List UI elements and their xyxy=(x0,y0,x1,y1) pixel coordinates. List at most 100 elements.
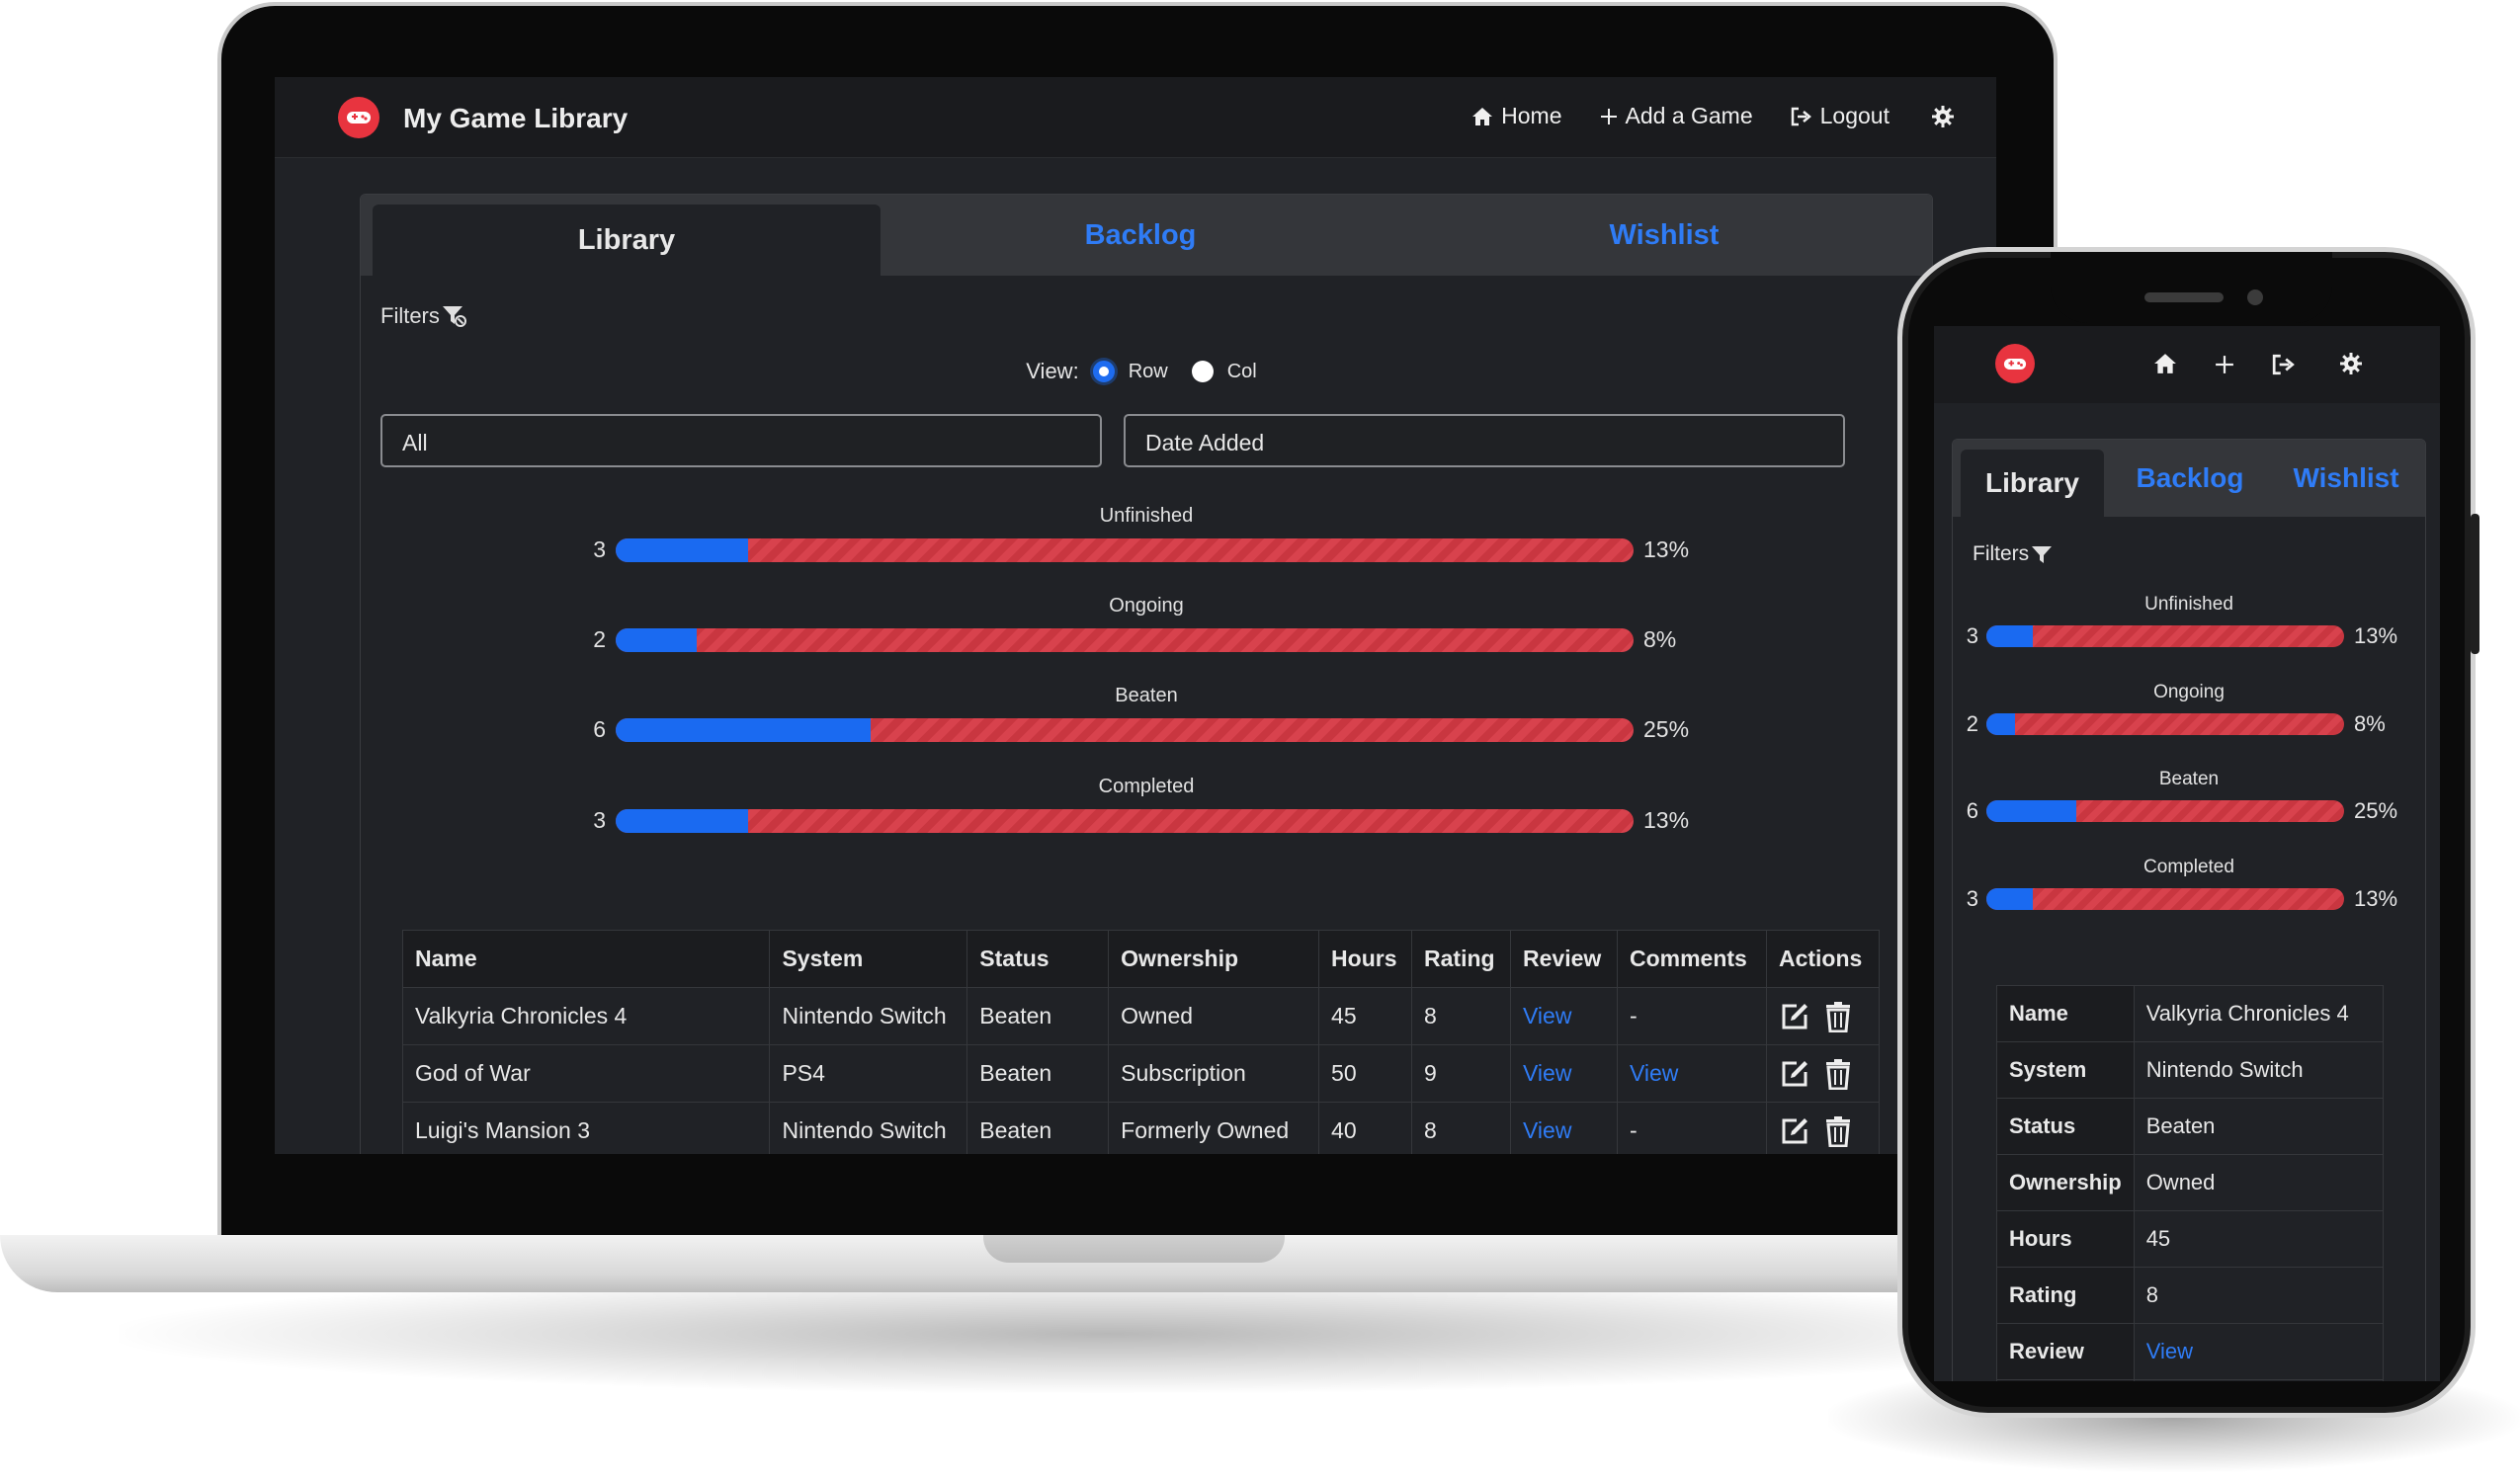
trash-icon[interactable] xyxy=(1824,1058,1852,1090)
cell-status: Beaten xyxy=(966,1044,1110,1103)
phone-notch xyxy=(2051,252,2332,323)
cell-hours: 45 xyxy=(1318,987,1413,1045)
detail-value: Valkyria Chronicles 4 xyxy=(2133,985,2385,1042)
status-filter-select[interactable]: All xyxy=(380,414,1102,467)
phone-speaker xyxy=(2144,292,2224,302)
col-header-system[interactable]: System xyxy=(769,930,968,988)
sort-select[interactable]: Date Added xyxy=(1124,414,1845,467)
view-row-radio[interactable] xyxy=(1092,361,1115,382)
mobile-navbar xyxy=(1934,326,2440,403)
filters-toggle[interactable]: Filters xyxy=(1973,542,2053,566)
col-header-comments: Comments xyxy=(1616,930,1767,988)
edit-icon[interactable] xyxy=(1779,1001,1810,1032)
cell-name: Valkyria Chronicles 4 xyxy=(401,987,771,1045)
games-table: Name System Status Ownership Hours Ratin… xyxy=(401,930,1881,1154)
detail-key: System xyxy=(1996,1041,2135,1099)
stat-progress-bar xyxy=(1986,713,2344,735)
mobile-tab-bar: Library Backlog Wishlist xyxy=(1953,440,2425,517)
stat-progress-bar xyxy=(616,628,1634,652)
col-header-rating[interactable]: Rating xyxy=(1411,930,1511,988)
laptop-screen: My Game Library Home Add a Game Logout xyxy=(275,77,1996,1154)
plus-icon[interactable] xyxy=(2215,355,2234,374)
stat-progress-fill xyxy=(1986,713,2015,735)
detail-key: Rating xyxy=(1996,1267,2135,1324)
tab-wishlist[interactable]: Wishlist xyxy=(2293,462,2399,493)
nav-home-label: Home xyxy=(1501,103,1562,128)
gamepad-icon[interactable] xyxy=(338,97,379,138)
table-row: Rating 8 xyxy=(1996,1267,2385,1324)
col-header-name[interactable]: Name xyxy=(401,930,771,988)
comments-view-link[interactable]: View xyxy=(1616,1044,1767,1103)
stat-label: Unfinished xyxy=(1099,505,1194,527)
gamepad-icon[interactable] xyxy=(1995,344,2035,383)
table-row: Name Valkyria Chronicles 4 xyxy=(1996,985,2385,1042)
col-header-ownership[interactable]: Ownership xyxy=(1108,930,1320,988)
stat-unfinished: Unfinished 3 13% xyxy=(1953,594,2425,675)
stat-percent: 25% xyxy=(1643,716,1690,742)
tab-library[interactable]: Library xyxy=(373,205,881,276)
cell-rating: 8 xyxy=(1411,1102,1511,1154)
stat-progress-bar xyxy=(1986,888,2344,910)
nav-settings-link[interactable] xyxy=(1931,105,1955,128)
cell-actions xyxy=(1765,1044,1881,1103)
game-detail-table: Name Valkyria Chronicles 4 System Nintendo… xyxy=(1996,985,2385,1381)
brand-title[interactable]: My Game Library xyxy=(403,103,629,133)
cell-ownership: Formerly Owned xyxy=(1108,1102,1320,1154)
stat-count: 6 xyxy=(1966,798,1978,823)
gear-icon xyxy=(1932,105,1954,127)
edit-icon[interactable] xyxy=(1779,1058,1810,1090)
table-row: Hours 45 xyxy=(1996,1210,2385,1268)
logout-icon[interactable] xyxy=(2272,354,2296,375)
table-row: Review View xyxy=(1996,1323,2385,1380)
stat-beaten: Beaten 6 25% xyxy=(361,685,1932,776)
stat-progress-fill xyxy=(616,628,698,652)
table-row: Luigi's Mansion 3 Nintendo Switch Beaten… xyxy=(401,1102,1881,1154)
stat-count: 2 xyxy=(1966,711,1978,736)
review-view-link[interactable]: View xyxy=(1510,1044,1618,1103)
edit-icon[interactable] xyxy=(1779,1115,1810,1147)
tab-backlog[interactable]: Backlog xyxy=(2136,462,2244,493)
stat-percent: 25% xyxy=(2354,798,2398,823)
stat-count: 3 xyxy=(593,807,606,833)
table-row: God of War PS4 Beaten Subscription 50 9 … xyxy=(401,1044,1881,1103)
stat-label: Ongoing xyxy=(1109,595,1184,617)
stat-count: 6 xyxy=(593,716,606,742)
filters-toggle[interactable]: Filters xyxy=(380,303,467,329)
table-row: Valkyria Chronicles 4 Nintendo Switch Be… xyxy=(401,987,1881,1045)
col-header-actions: Actions xyxy=(1765,930,1881,988)
review-view-link[interactable]: View xyxy=(2133,1323,2385,1380)
stat-completed: Completed 3 13% xyxy=(1953,857,2425,938)
col-header-status[interactable]: Status xyxy=(966,930,1110,988)
stat-progress-bar xyxy=(616,538,1634,562)
home-icon[interactable] xyxy=(2153,352,2177,375)
cell-name: Luigi's Mansion 3 xyxy=(401,1102,771,1154)
nav-add-game-link[interactable]: Add a Game xyxy=(1600,103,1753,129)
col-header-hours[interactable]: Hours xyxy=(1318,930,1413,988)
review-view-link[interactable]: View xyxy=(1510,1102,1618,1154)
col-header-review: Review xyxy=(1510,930,1618,988)
trash-icon[interactable] xyxy=(1824,1001,1852,1032)
cell-rating: 9 xyxy=(1411,1044,1511,1103)
stat-progress-fill xyxy=(1986,888,2034,910)
view-row-label: Row xyxy=(1128,360,1168,382)
tab-wishlist[interactable]: Wishlist xyxy=(1609,218,1720,251)
tab-backlog[interactable]: Backlog xyxy=(1084,218,1197,251)
phone-screen: Library Backlog Wishlist Filters Unfinis… xyxy=(1934,326,2440,1381)
gear-icon[interactable] xyxy=(2339,352,2363,375)
review-view-link[interactable]: View xyxy=(1510,987,1618,1045)
stat-completed: Completed 3 13% xyxy=(361,776,1932,866)
view-col-radio[interactable] xyxy=(1191,361,1214,382)
cell-system: Nintendo Switch xyxy=(769,1102,968,1154)
trash-icon[interactable] xyxy=(1824,1115,1852,1147)
nav-logout-link[interactable]: Logout xyxy=(1791,103,1890,129)
plus-icon xyxy=(1600,108,1617,124)
cell-actions xyxy=(1765,987,1881,1045)
filter-icon xyxy=(442,306,466,327)
cell-name: God of War xyxy=(401,1044,771,1103)
cell-comments: - xyxy=(1616,1102,1767,1154)
stat-progress-fill xyxy=(616,538,748,562)
phone-camera xyxy=(2247,289,2263,305)
tab-library[interactable]: Library xyxy=(1961,450,2104,517)
nav-home-link[interactable]: Home xyxy=(1471,103,1562,129)
cell-rating: 8 xyxy=(1411,987,1511,1045)
